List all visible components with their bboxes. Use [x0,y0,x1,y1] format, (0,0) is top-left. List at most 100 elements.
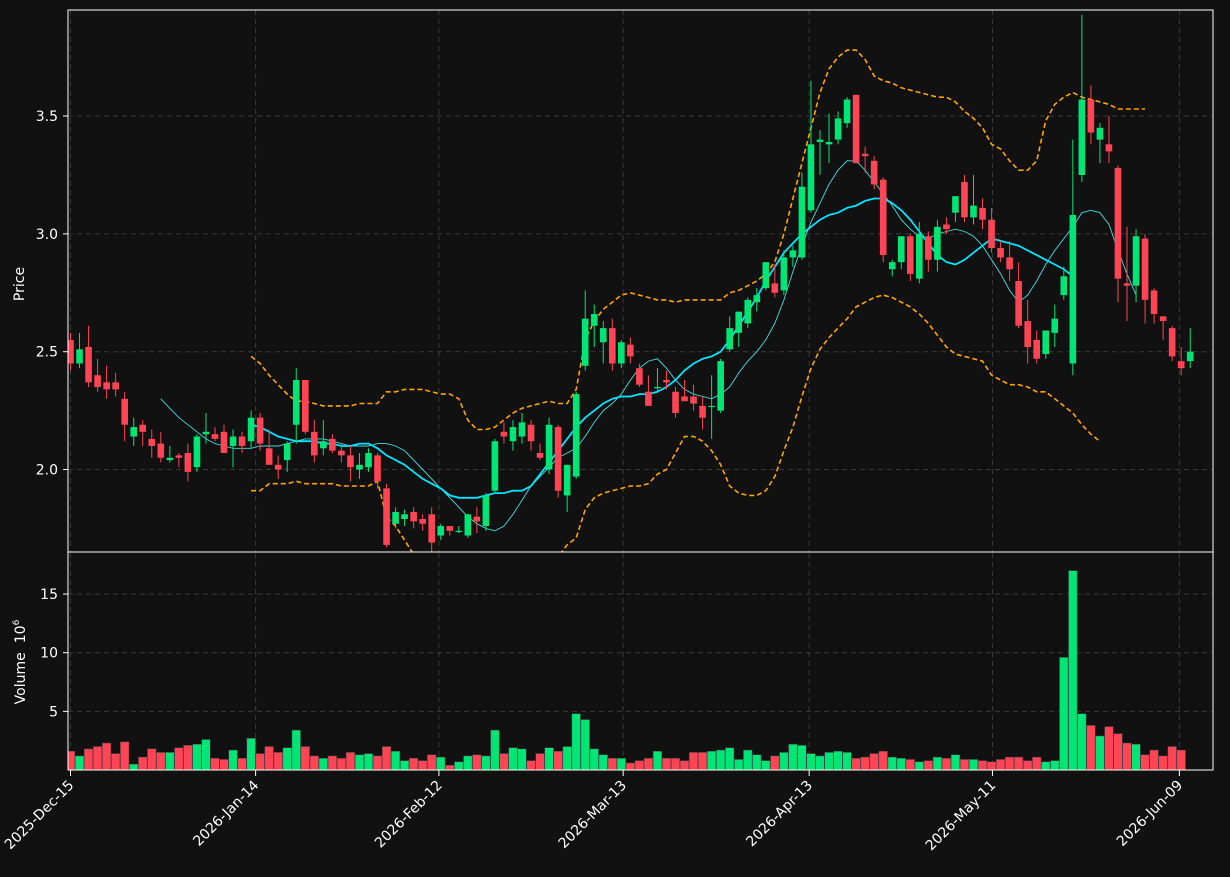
candle-body [834,118,842,140]
candle-up [1096,123,1104,164]
volume-bar-down [977,760,988,770]
volume-bar-down [219,759,229,770]
bollinger-bands [250,49,1146,552]
candle-body [1132,236,1140,286]
candle-up [518,412,526,444]
candle-down [699,396,706,430]
candle-up [320,420,327,456]
candle-body [184,453,192,472]
candle-up [590,304,598,347]
volume-bar-down [345,752,355,770]
candle-body [320,441,327,449]
volume-bar-up [436,756,446,770]
candle-body [988,219,995,249]
candle-down [311,420,318,463]
volume-bar-down [273,752,283,770]
candle-up [76,332,83,369]
candle-down [690,384,697,411]
x-tick-label: 2026-Jun-09 [1114,778,1186,850]
candle-down [256,412,264,451]
volume-bar-up [815,755,825,770]
candle-down [121,391,128,442]
volume-bar-up [779,752,789,770]
candle-up [717,358,724,413]
volume-bar-up [544,747,554,770]
volume-bar-up [363,753,374,770]
candle-body [518,422,526,437]
candle-body [934,226,941,260]
candle-body [843,99,851,124]
candle-body [997,248,1004,258]
candle-up [202,412,210,444]
volume-axis-label: Volume 106 [12,619,29,704]
candle-body [916,233,923,279]
candle-body [419,519,426,524]
candle-body [1024,321,1031,347]
candle-body [1168,328,1176,357]
candle-body [139,424,147,432]
candle-down [85,325,92,388]
candle-body [780,257,788,291]
candle-body [563,464,571,496]
candle-up [897,236,905,270]
volume-bar-up [761,760,771,770]
candle-down [211,427,219,442]
volume-bar-up [616,758,626,770]
candle-up [762,262,770,291]
candle-up [816,130,824,175]
volume-bar-up [129,763,139,770]
candle-down [852,94,860,164]
candle-down [338,443,345,463]
candle-body [211,434,219,439]
candle-body [861,153,869,157]
volume-bar-down [860,756,870,770]
candle-up [401,509,408,527]
candle-up [952,196,959,223]
volume-bar-up [589,748,599,770]
candle-body [807,144,815,211]
candle-body [85,346,92,383]
volume-bar-down [183,745,193,770]
volume-bar-up [652,750,663,770]
volume-bar-down [689,752,699,770]
candle-up [780,250,788,296]
candle-up [392,507,399,529]
volume-bar-up [400,760,410,770]
volume-bar-down [264,746,274,770]
upper-band-line [250,49,1146,431]
candle-body [157,443,165,458]
candle-up [1051,304,1059,347]
candle-body [672,391,679,413]
x-tick-label: 2026-Feb-12 [372,778,446,852]
volume-bar-up [725,747,735,770]
candle-body [68,339,74,364]
volume-bar-down [409,758,419,770]
x-tick-label: 2026-Mar-13 [556,778,630,852]
candle-up [455,526,463,534]
candle-body [870,160,878,185]
volume-bar-up [743,749,753,770]
candle-up [292,368,300,444]
volume-bar-up [598,754,608,770]
volume-bar-down [661,758,672,770]
candle-down [103,365,110,399]
candle-body [365,453,372,468]
candle-body [311,431,318,456]
candle-down [301,379,309,435]
candle-up [970,174,977,225]
volume-bar-up [842,752,852,770]
candle-body [202,431,210,435]
candle-up [789,245,797,267]
volume-axis-label-text: Volume [13,652,29,704]
volume-bar-down [372,755,383,770]
volume-bar-down [851,758,861,770]
x-tick-label: 2026-Jan-14 [190,777,262,849]
volume-bar-up [950,754,960,770]
candle-up [356,453,363,479]
candle-up [1132,229,1140,303]
candle-body [970,205,977,218]
candle-body [166,457,174,461]
volume-bar-down [959,759,970,770]
candle-body [103,382,110,390]
